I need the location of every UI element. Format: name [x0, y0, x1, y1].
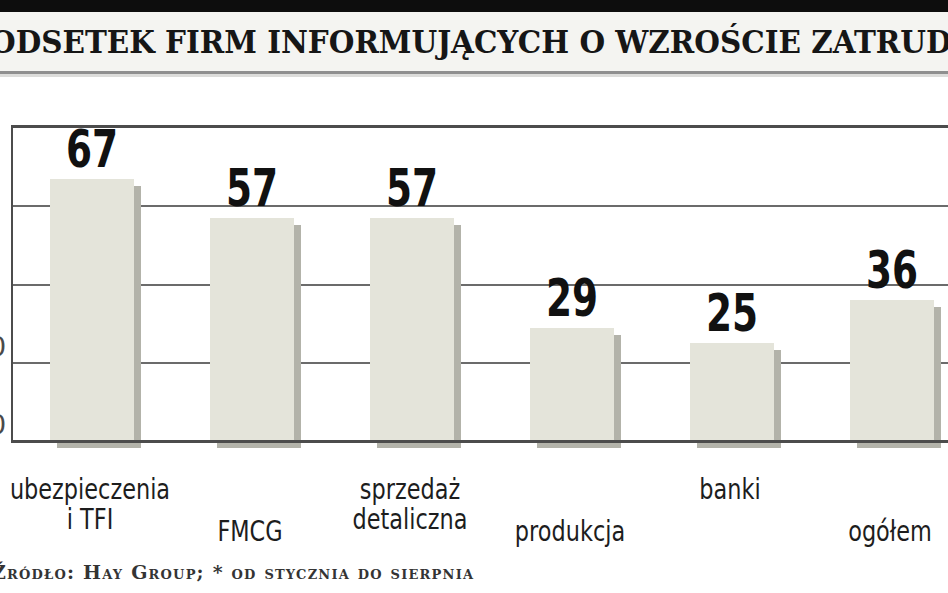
plot-area: 67 57 57 29 25 36 — [11, 125, 948, 441]
value-label: 25 — [674, 287, 789, 339]
value-label: 67 — [34, 123, 149, 175]
bar-ogółem — [850, 300, 934, 441]
value-label: 29 — [514, 272, 629, 324]
gridline-20 — [13, 362, 948, 364]
y-tick-fragment: 0 — [0, 411, 7, 438]
value-label: 57 — [194, 162, 309, 214]
gridline-40 — [13, 284, 948, 286]
value-label: 57 — [354, 162, 469, 214]
bar-sprzedaż-detaliczna — [370, 218, 454, 441]
x-axis-line — [11, 440, 948, 443]
chart-figure: ODSETEK FIRM INFORMUJĄCYCH O WZROŚCIE ZA… — [0, 0, 948, 593]
bar-ubezpieczenia-i-tfi — [50, 179, 134, 441]
gridline-60 — [13, 205, 948, 207]
bar-banki — [690, 343, 774, 441]
y-tick-fragment: 0 — [0, 333, 7, 360]
bar-produkcja — [530, 328, 614, 441]
top-black-bar — [0, 0, 948, 12]
category-label: ogółem — [794, 517, 948, 547]
value-label: 36 — [834, 244, 948, 296]
category-label: produkcja — [474, 517, 666, 547]
title-band-divider-light — [0, 74, 948, 77]
chart-title: ODSETEK FIRM INFORMUJĄCYCH O WZROŚCIE ZA… — [0, 24, 948, 60]
category-label: banki — [634, 475, 826, 505]
bar-fmcg — [210, 218, 294, 441]
source-note: Źródło: Hay Group; * od stycznia do sier… — [0, 561, 474, 583]
